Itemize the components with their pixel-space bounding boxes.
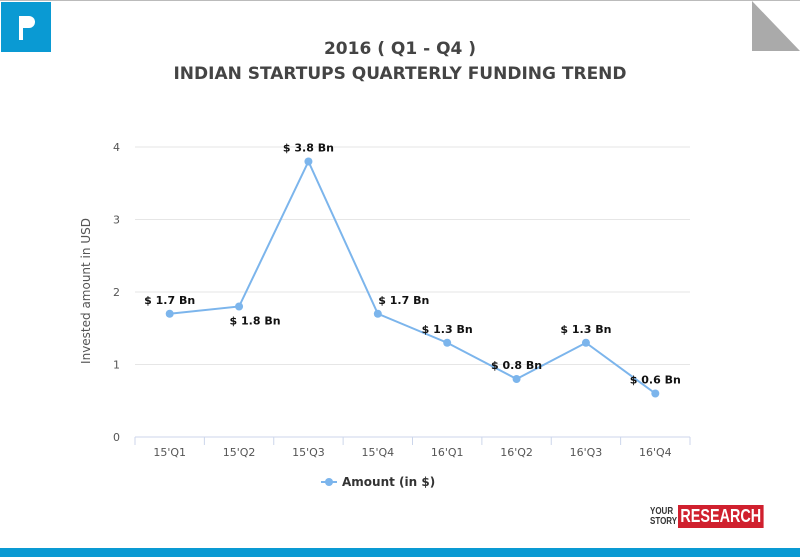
y-tick-label: 0 bbox=[113, 431, 120, 444]
logo-your: YOUR bbox=[650, 505, 674, 517]
y-tick-label: 1 bbox=[113, 359, 120, 372]
y-axis-label: Invested amount in USD bbox=[79, 218, 93, 364]
data-label: $ 0.8 Bn bbox=[491, 359, 542, 372]
data-point bbox=[443, 338, 452, 347]
x-tick-label: 15'Q2 bbox=[223, 446, 256, 459]
x-tick-label: 16'Q2 bbox=[500, 446, 533, 459]
x-tick-label: 16'Q3 bbox=[570, 446, 603, 459]
bottom-bar bbox=[0, 548, 800, 557]
legend-marker bbox=[325, 478, 333, 486]
data-label: $ 1.8 Bn bbox=[230, 315, 281, 328]
x-tick-label: 15'Q3 bbox=[292, 446, 325, 459]
data-point bbox=[235, 302, 244, 311]
yourstory-research-logo: YOUR STORY RESEARCH bbox=[650, 505, 785, 528]
x-tick-label: 15'Q4 bbox=[361, 446, 394, 459]
data-label: $ 1.7 Bn bbox=[378, 294, 429, 307]
flag-icon bbox=[19, 16, 35, 40]
data-point bbox=[373, 309, 382, 318]
data-point bbox=[304, 157, 313, 166]
x-tick-label: 16'Q1 bbox=[431, 446, 464, 459]
app-logo bbox=[1, 2, 51, 52]
data-label: $ 1.3 Bn bbox=[560, 323, 611, 336]
logo-research: RESEARCH bbox=[677, 505, 764, 528]
x-tick-label: 15'Q1 bbox=[153, 446, 186, 459]
data-label: $ 0.6 Bn bbox=[630, 374, 681, 387]
data-label: $ 1.7 Bn bbox=[144, 294, 195, 307]
data-point bbox=[651, 389, 660, 398]
y-tick-label: 2 bbox=[113, 286, 120, 299]
x-tick-label: 16'Q4 bbox=[639, 446, 672, 459]
data-label: $ 3.8 Bn bbox=[283, 142, 334, 155]
logo-story: STORY bbox=[650, 515, 678, 527]
legend-label: Amount (in $) bbox=[342, 475, 435, 489]
data-point bbox=[165, 309, 174, 318]
y-tick-label: 4 bbox=[113, 141, 120, 154]
chart-title-line2: INDIAN STARTUPS QUARTERLY FUNDING TREND bbox=[173, 64, 627, 84]
chart-title-line1: 2016 ( Q1 - Q4 ) bbox=[323, 39, 477, 59]
y-tick-label: 3 bbox=[113, 214, 120, 227]
data-label: $ 1.3 Bn bbox=[422, 323, 473, 336]
data-point bbox=[512, 375, 521, 383]
page-fold-icon bbox=[752, 1, 800, 51]
series-line bbox=[169, 159, 656, 395]
legend[interactable]: Amount (in $) bbox=[321, 475, 435, 489]
data-point bbox=[581, 338, 590, 347]
